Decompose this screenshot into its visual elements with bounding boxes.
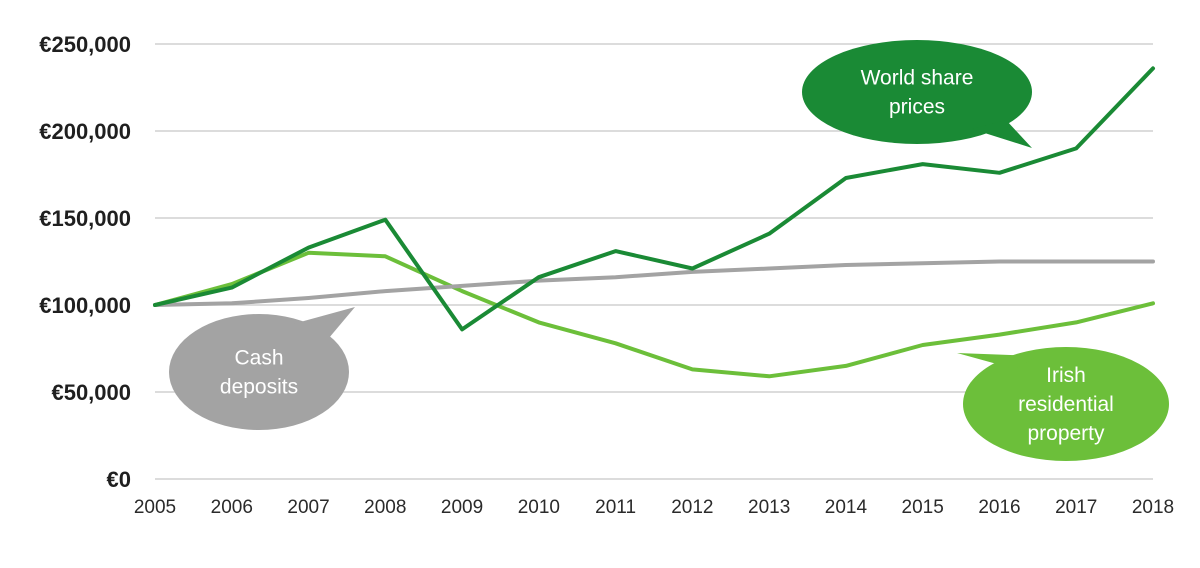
callout-tail xyxy=(282,307,355,351)
series-callouts: World share prices Irish residential propert… xyxy=(169,40,1169,461)
x-tick-label: 2009 xyxy=(441,497,483,518)
callout-label: property xyxy=(1027,422,1105,445)
callout-label: prices xyxy=(889,96,945,119)
x-tick-label: 2008 xyxy=(364,497,406,518)
series-lines xyxy=(153,66,1155,379)
x-tick-label: 2017 xyxy=(1055,497,1097,518)
callout-label: Cash xyxy=(234,347,283,370)
x-tick-label: 2015 xyxy=(902,497,944,518)
y-tick-label: €0 xyxy=(107,467,131,492)
x-tick-label: 2013 xyxy=(748,497,790,518)
callout-bubble xyxy=(802,40,1032,144)
series-line-irish-residential-property xyxy=(153,250,1155,379)
callout-label: residential xyxy=(1018,393,1114,416)
callout-world-share-prices: World share prices xyxy=(802,40,1032,148)
x-tick-label: 2006 xyxy=(211,497,253,518)
x-tick-label: 2011 xyxy=(595,497,636,518)
callout-label: Irish xyxy=(1046,364,1086,387)
x-tick-label: 2010 xyxy=(518,497,560,518)
callout-bubble xyxy=(963,347,1169,461)
series-line-world-share-prices xyxy=(153,66,1155,332)
y-axis-ticks: €0 €50,000 €100,000 €150,000 €200,000 €250,00… xyxy=(39,32,131,492)
callout-tail xyxy=(972,120,1032,148)
y-tick-label: €250,000 xyxy=(39,32,131,57)
callout-irish-residential-property: Irish residential property xyxy=(957,347,1169,461)
callout-cash-deposits: Cash deposits xyxy=(169,307,355,430)
x-axis-ticks: 2005 2006 2007 2008 2009 2010 2011 2012 2013 2014… xyxy=(134,497,1174,518)
y-tick-label: €200,000 xyxy=(39,119,131,144)
series-line-cash-deposits xyxy=(153,259,1155,307)
y-tick-label: €100,000 xyxy=(39,293,131,318)
callout-tail xyxy=(957,353,1038,369)
x-tick-label: 2007 xyxy=(287,497,329,518)
x-tick-label: 2005 xyxy=(134,497,176,518)
callout-label: deposits xyxy=(220,376,298,399)
x-tick-label: 2012 xyxy=(671,497,713,518)
x-tick-label: 2018 xyxy=(1132,497,1174,518)
callout-label: World share xyxy=(861,67,974,90)
y-tick-label: €150,000 xyxy=(39,206,131,231)
callout-bubble xyxy=(169,314,349,430)
y-tick-label: €50,000 xyxy=(51,380,131,405)
x-tick-label: 2016 xyxy=(978,497,1020,518)
x-tick-label: 2014 xyxy=(825,497,868,518)
